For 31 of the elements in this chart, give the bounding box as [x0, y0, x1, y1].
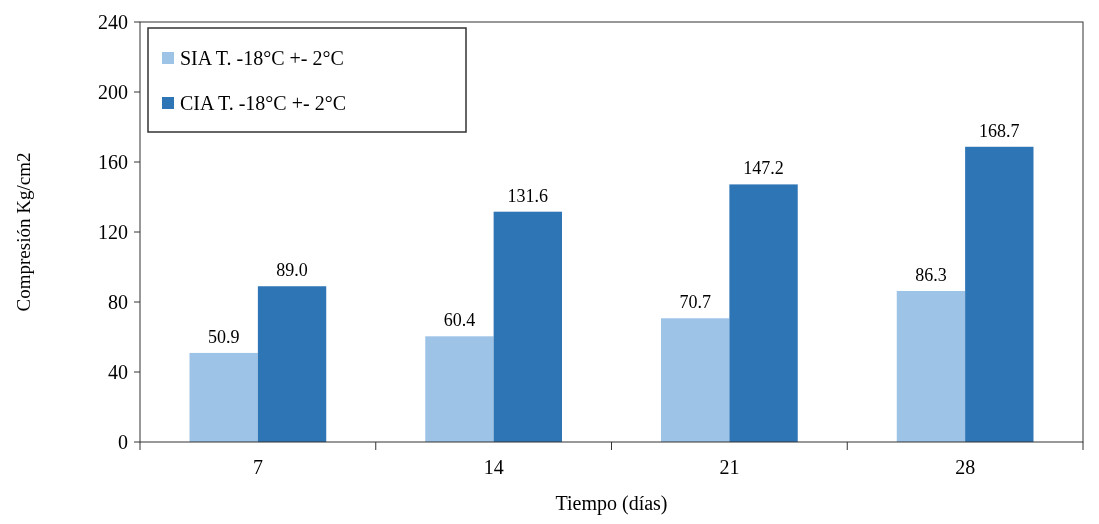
x-axis-title: Tiempo (días): [555, 492, 668, 515]
data-label: 147.2: [743, 158, 784, 179]
data-label: 89.0: [276, 260, 308, 281]
x-tick-label: 28: [955, 456, 976, 478]
y-tick-label: 40: [108, 361, 128, 383]
bar: [896, 290, 966, 442]
bar: [965, 146, 1034, 442]
y-tick-label: 80: [108, 291, 128, 313]
x-tick-label: 21: [719, 456, 740, 478]
data-label: 168.7: [979, 120, 1020, 141]
x-tick-label: 14: [483, 456, 504, 478]
bar: [729, 184, 798, 442]
data-label: 131.6: [507, 185, 549, 206]
data-label: 70.7: [679, 292, 711, 313]
bar: [425, 336, 494, 442]
y-axis-title: Compresión Kg/cm2: [13, 152, 34, 312]
bar: [661, 318, 730, 442]
y-tick-label: 200: [98, 81, 128, 103]
data-label: 60.4: [443, 310, 476, 331]
data-label: 86.3: [915, 264, 947, 285]
bar: [493, 211, 562, 442]
y-tick-label: 0: [118, 431, 128, 453]
y-tick-label: 120: [98, 221, 128, 243]
data-label: 50.9: [207, 326, 240, 347]
y-tick-label: 240: [98, 11, 128, 33]
legend-label: CIA T. -18°C +- 2°C: [180, 92, 346, 114]
x-tick-label: 7: [252, 456, 263, 478]
bar: [189, 352, 258, 442]
legend-label: SIA T. -18°C +- 2°C: [180, 47, 344, 69]
bar: [257, 286, 327, 442]
y-tick-label: 160: [98, 151, 128, 173]
